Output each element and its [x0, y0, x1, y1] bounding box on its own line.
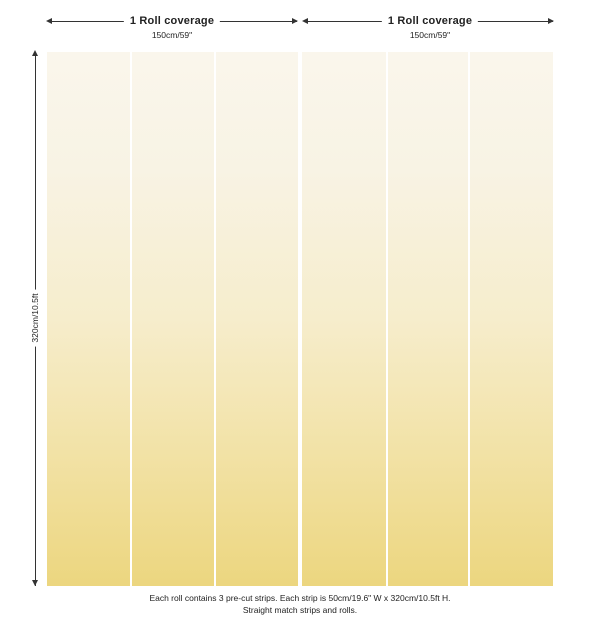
caption-line-1: Each roll contains 3 pre-cut strips. Eac…: [149, 593, 451, 603]
strip-divider: [214, 52, 216, 586]
roll-1-panel: [47, 52, 298, 586]
roll-2-panel: [302, 52, 553, 586]
height-label: 320cm/10.5ft: [28, 289, 42, 347]
arrow-up-icon: [32, 50, 38, 56]
strip: [388, 52, 468, 586]
arrow-left-icon: [302, 18, 308, 24]
arrow-right-icon: [548, 18, 554, 24]
roll-2-coverage-title: 1 Roll coverage: [381, 15, 479, 27]
strip: [216, 52, 298, 586]
arrow-right-icon: [292, 18, 298, 24]
roll-1-coverage-size: 150cm/59": [151, 30, 193, 40]
arrow-left-icon: [46, 18, 52, 24]
roll-2-coverage-size: 150cm/59": [409, 30, 451, 40]
caption-line-2: Straight match strips and rolls.: [242, 605, 358, 615]
strip: [470, 52, 553, 586]
strip-divider: [386, 52, 388, 586]
strip-divider: [130, 52, 132, 586]
roll-1-coverage-title: 1 Roll coverage: [123, 15, 221, 27]
strip: [302, 52, 386, 586]
strip: [132, 52, 214, 586]
strip-divider: [468, 52, 470, 586]
arrow-down-icon: [32, 580, 38, 586]
strip: [47, 52, 130, 586]
